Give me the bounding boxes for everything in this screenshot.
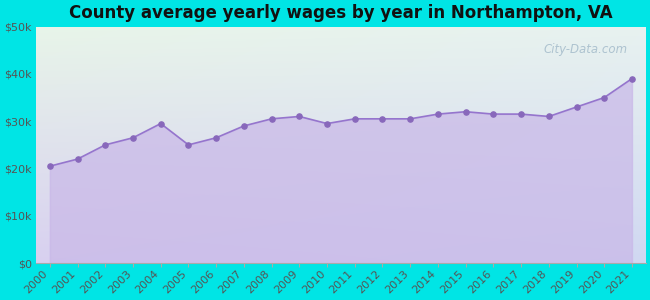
Point <box>266 116 277 121</box>
Point <box>516 112 526 116</box>
Point <box>45 164 55 169</box>
Point <box>433 112 443 116</box>
Point <box>377 116 387 121</box>
Point <box>571 105 582 110</box>
Point <box>460 109 471 114</box>
Point <box>155 121 166 126</box>
Point <box>128 135 138 140</box>
Point <box>72 157 83 161</box>
Point <box>211 135 222 140</box>
Text: City-Data.com: City-Data.com <box>543 43 627 56</box>
Point <box>543 114 554 119</box>
Point <box>183 142 194 147</box>
Point <box>239 124 249 128</box>
Point <box>488 112 499 116</box>
Point <box>322 121 332 126</box>
Point <box>350 116 360 121</box>
Point <box>599 95 610 100</box>
Point <box>294 114 304 119</box>
Point <box>627 76 637 81</box>
Point <box>405 116 415 121</box>
Point <box>100 142 110 147</box>
Title: County average yearly wages by year in Northampton, VA: County average yearly wages by year in N… <box>69 4 613 22</box>
